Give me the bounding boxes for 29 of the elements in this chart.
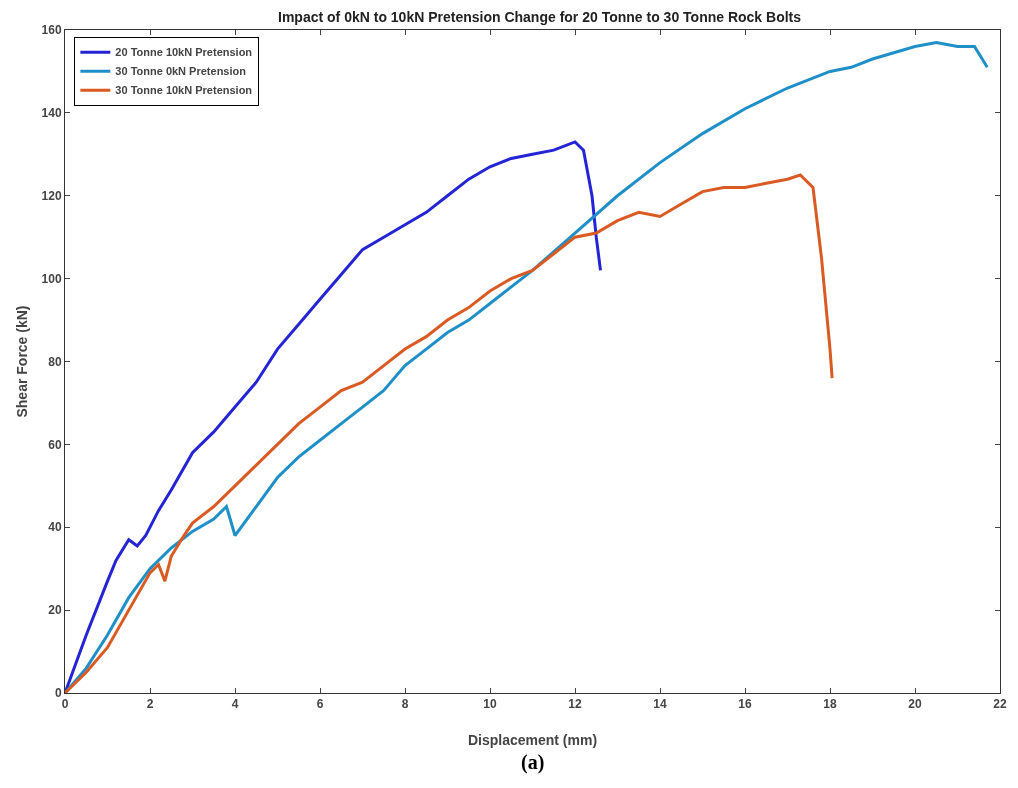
y-tick-label: 40	[48, 520, 62, 535]
y-tick-label: 80	[48, 354, 62, 369]
x-tick-label: 2	[146, 697, 154, 712]
x-axis-title: Displacement (mm)	[467, 732, 598, 748]
y-tick-label: 160	[41, 23, 62, 38]
y-axis-title: Shear Force (kN)	[14, 305, 30, 418]
chart-title: Impact of 0kN to 10kN Pretension Change for 20 Tonne to 30 Tonne Rock Bolts	[278, 8, 802, 25]
legend-label: 30 Tonne 0kN Pretension	[115, 65, 247, 78]
y-tick-label: 0	[54, 686, 62, 701]
x-tick-label: 22	[993, 697, 1007, 712]
x-tick-label: 8	[401, 697, 409, 712]
y-tick-label: 100	[41, 271, 62, 286]
legend-label: 20 Tonne 10kN Pretension	[115, 46, 253, 59]
y-tick-label: 60	[48, 437, 62, 452]
y-tick-label: 120	[41, 188, 62, 203]
x-tick-label: 10	[483, 697, 497, 712]
y-tick-label: 20	[48, 603, 62, 618]
line-series	[65, 173, 834, 693]
legend-label: 30 Tonne 10kN Pretension	[115, 84, 253, 97]
x-tick-label: 6	[316, 697, 324, 712]
x-tick-label: 4	[231, 697, 239, 712]
x-tick-label: 20	[908, 697, 922, 712]
x-tick-label: 18	[823, 697, 837, 712]
line-series	[65, 140, 602, 693]
x-tick-label: 14	[653, 697, 667, 712]
text: (a)	[521, 751, 545, 774]
x-tick-label: 16	[738, 697, 752, 712]
x-tick-label: 12	[568, 697, 582, 712]
y-tick-label: 140	[41, 106, 62, 121]
